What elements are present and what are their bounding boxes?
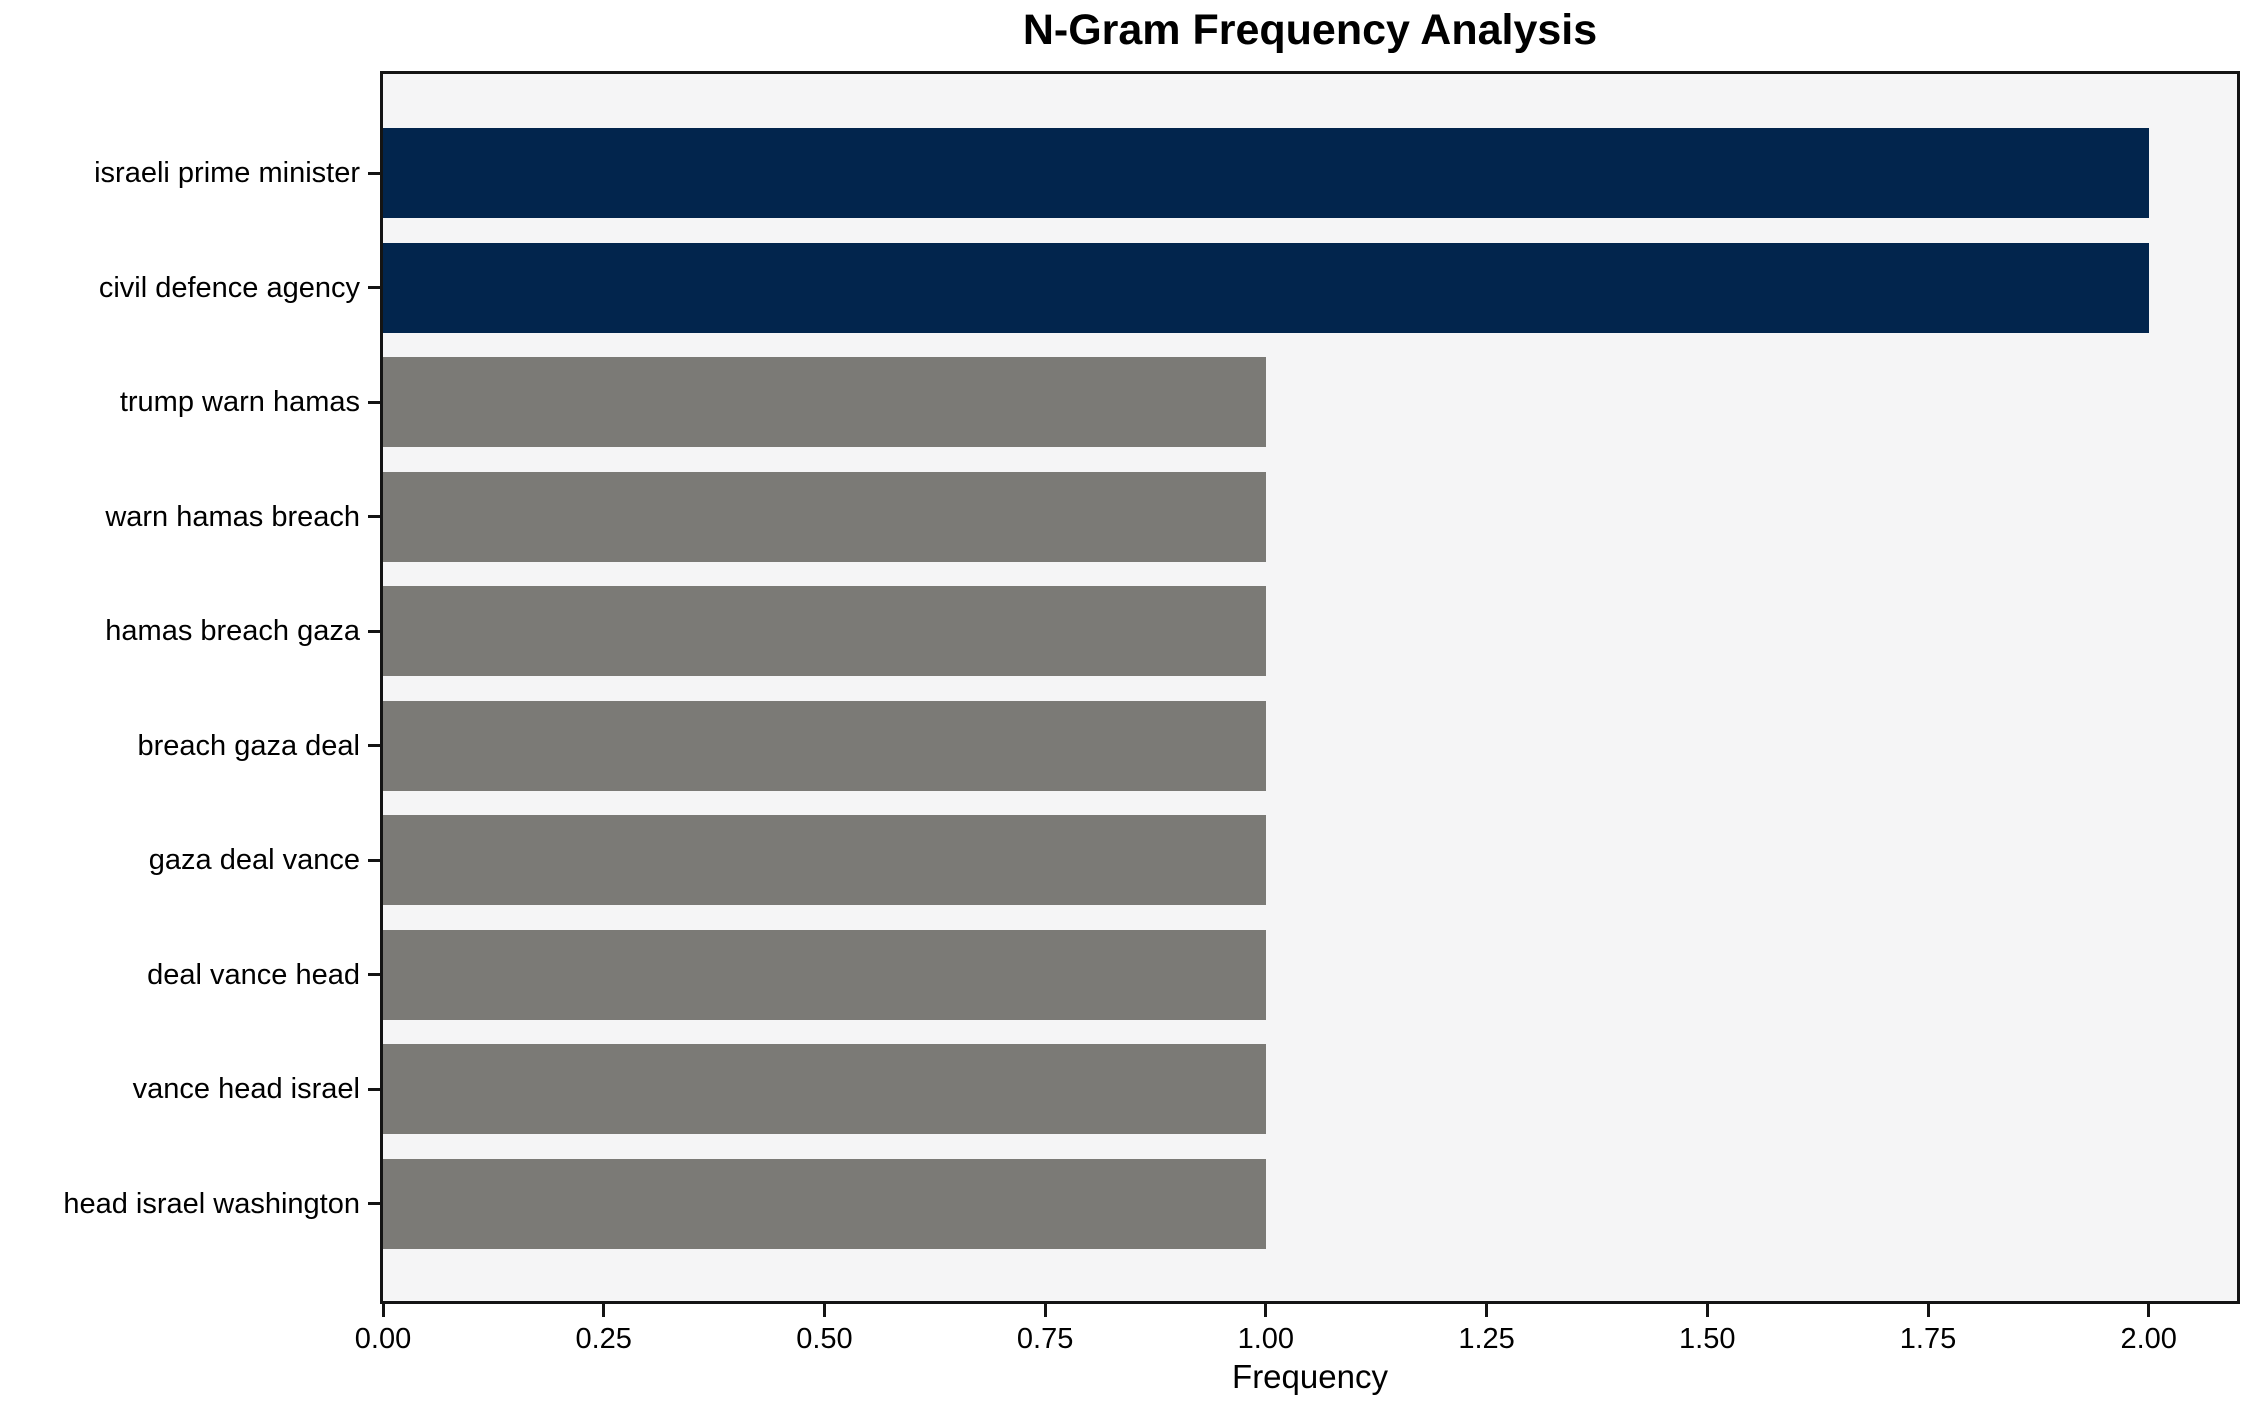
- bar: [383, 1158, 1266, 1249]
- x-tick-label: 0.50: [796, 1323, 853, 1355]
- x-tick-mark: [1043, 1304, 1047, 1317]
- y-tick-label: gaza deal vance: [148, 844, 360, 876]
- x-tick-mark: [602, 1304, 606, 1317]
- bar: [383, 815, 1266, 905]
- y-tick-mark: [368, 515, 380, 518]
- y-tick-mark: [368, 629, 380, 633]
- x-tick-mark: [2147, 1304, 2151, 1317]
- x-tick-mark: [1264, 1304, 1268, 1317]
- x-tick-label: 0.00: [354, 1323, 412, 1355]
- y-tick-mark: [368, 400, 380, 404]
- bar: [383, 128, 2149, 218]
- plot-area: [380, 71, 2240, 1304]
- y-tick-label: vance head israel: [132, 1073, 360, 1105]
- x-tick-label: 0.25: [575, 1323, 632, 1355]
- x-tick-label: 2.00: [2120, 1323, 2177, 1355]
- y-tick-mark: [368, 286, 380, 289]
- x-tick-mark: [1926, 1304, 1930, 1317]
- y-tick-label: warn hamas breach: [105, 500, 360, 533]
- x-tick-mark: [1705, 1304, 1709, 1317]
- chart-title: N-Gram Frequency Analysis: [1022, 6, 1598, 54]
- y-tick-label: breach gaza deal: [137, 729, 361, 762]
- x-tick-label: 1.50: [1679, 1323, 1736, 1355]
- bar: [383, 586, 1266, 676]
- x-tick-label: 1.25: [1458, 1323, 1515, 1355]
- bar: [383, 242, 2149, 333]
- bar: [383, 700, 1266, 791]
- y-tick-mark: [368, 171, 380, 175]
- x-tick-label: 1.00: [1237, 1323, 1295, 1355]
- y-tick-mark: [368, 1087, 380, 1091]
- y-tick-label: hamas breach gaza: [105, 615, 360, 647]
- y-tick-mark: [368, 744, 380, 747]
- x-axis-label: Frequency: [1232, 1358, 1388, 1395]
- bar: [383, 357, 1266, 447]
- x-tick-label: 0.75: [1016, 1323, 1074, 1355]
- y-tick-label: deal vance head: [147, 958, 360, 991]
- x-tick-mark: [1485, 1304, 1489, 1317]
- bar: [383, 929, 1266, 1020]
- bar: [383, 1044, 1266, 1134]
- y-tick-mark: [368, 1202, 380, 1205]
- y-tick-label: head israel washington: [63, 1187, 360, 1220]
- y-tick-label: trump warn hamas: [119, 386, 360, 418]
- x-tick-mark: [381, 1304, 385, 1317]
- y-tick-mark: [368, 858, 380, 862]
- x-tick-mark: [822, 1304, 826, 1317]
- x-tick-label: 1.75: [1899, 1323, 1957, 1355]
- bar: [383, 471, 1266, 562]
- y-tick-label: israeli prime minister: [94, 157, 360, 189]
- y-tick-label: civil defence agency: [98, 271, 360, 304]
- y-tick-mark: [368, 973, 380, 976]
